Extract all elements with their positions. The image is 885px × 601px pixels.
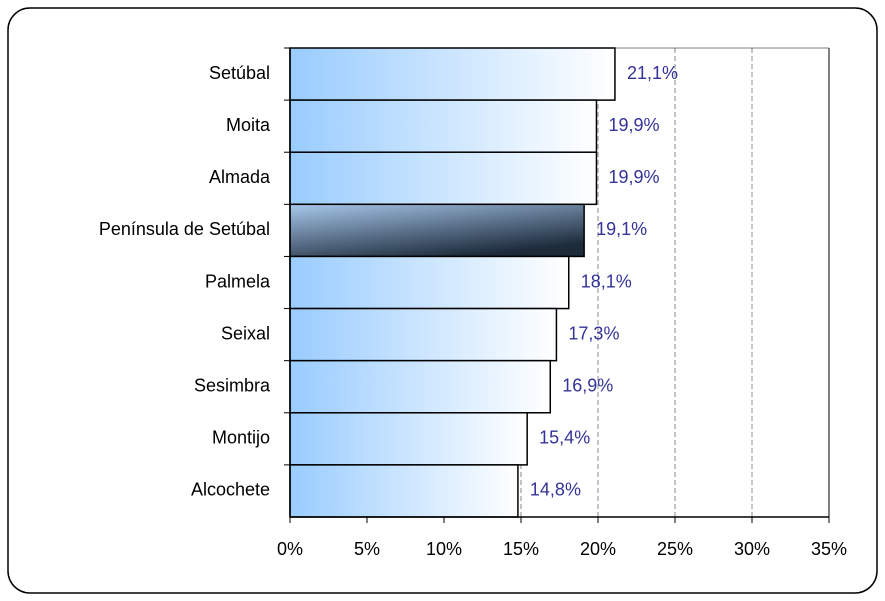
x-tick-label: 10% <box>426 539 462 559</box>
y-tick-label: Setúbal <box>209 63 270 83</box>
data-label: 19,9% <box>608 167 659 187</box>
y-tick-label: Sesimbra <box>194 375 271 395</box>
y-tick-label: Palmela <box>205 271 271 291</box>
data-label: 15,4% <box>539 428 590 448</box>
bar <box>289 307 558 362</box>
y-tick-label: Alcochete <box>191 480 270 500</box>
x-tick-label: 35% <box>811 539 847 559</box>
x-tick-label: 30% <box>734 539 770 559</box>
bar <box>289 255 570 310</box>
bar <box>289 47 616 101</box>
bar <box>289 464 519 518</box>
y-tick-label: Montijo <box>212 428 270 448</box>
data-label: 14,8% <box>530 480 581 500</box>
bar <box>289 151 598 206</box>
x-tick-label: 25% <box>657 539 693 559</box>
bar <box>289 99 598 153</box>
x-tick-label: 15% <box>503 539 539 559</box>
data-label: 17,3% <box>568 323 619 343</box>
y-tick-label: Seixal <box>221 323 270 343</box>
data-label: 18,1% <box>581 271 632 291</box>
data-label: 19,9% <box>608 115 659 135</box>
data-label: 21,1% <box>627 63 678 83</box>
x-tick-label: 20% <box>580 539 616 559</box>
y-tick-label: Moita <box>226 115 271 135</box>
x-tick-label: 0% <box>277 539 303 559</box>
y-tick-label: Almada <box>209 167 271 187</box>
bar <box>289 203 585 258</box>
data-label: 19,1% <box>596 219 647 239</box>
bar <box>289 359 552 414</box>
y-tick-label: Península de Setúbal <box>99 219 270 239</box>
bar <box>289 412 528 466</box>
data-label: 16,9% <box>562 375 613 395</box>
x-tick-label: 5% <box>354 539 380 559</box>
